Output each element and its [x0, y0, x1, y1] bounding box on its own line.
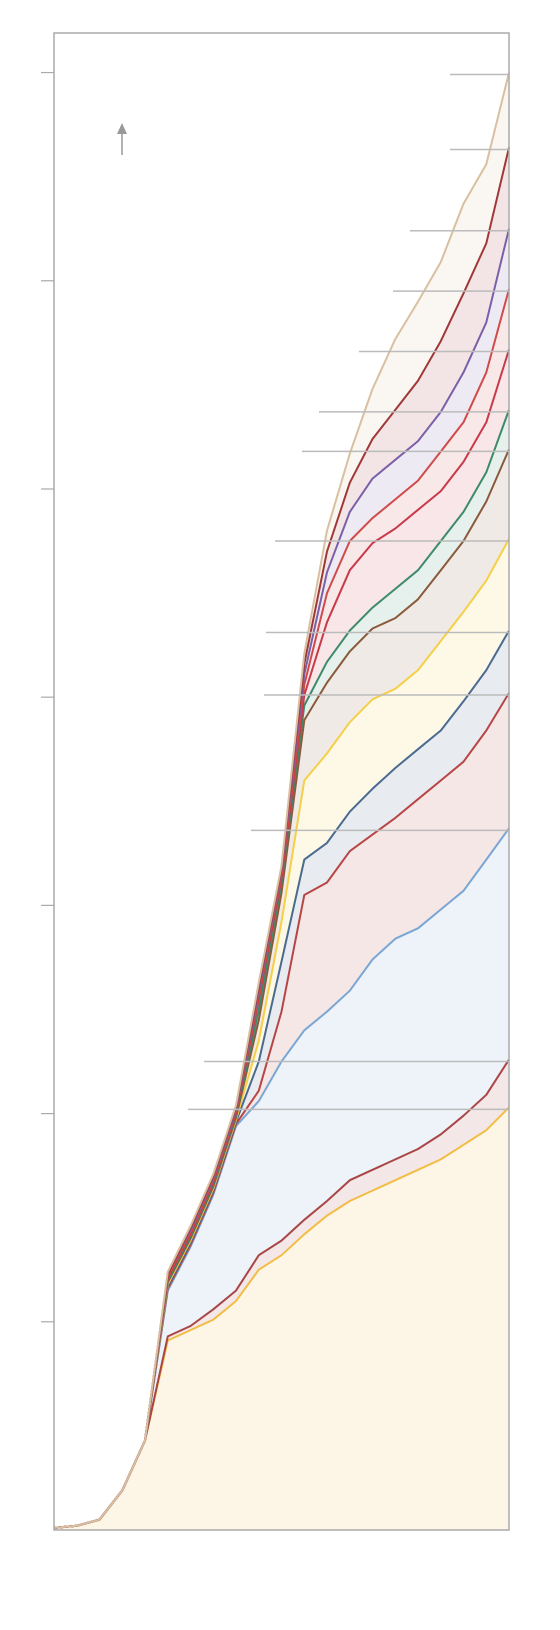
area: [54, 693, 509, 1528]
arrow-head: [117, 123, 127, 134]
lines: [53, 72, 510, 1529]
up-arrow: [117, 123, 127, 155]
area: [54, 1107, 509, 1530]
area: [54, 409, 509, 1528]
area: [54, 828, 509, 1528]
areas: [54, 72, 509, 1530]
series-line: [53, 72, 510, 1529]
area: [54, 72, 509, 1528]
area: [54, 449, 509, 1528]
leaders: [188, 73, 509, 1111]
area: [54, 630, 509, 1528]
area: [54, 1059, 509, 1528]
area: [54, 349, 509, 1528]
area: [54, 538, 509, 1528]
plot-frame: [53, 32, 510, 1531]
